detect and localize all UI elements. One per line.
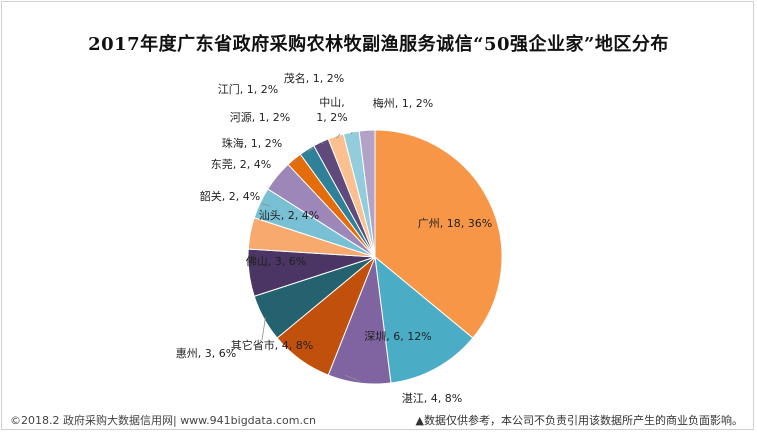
data-label-10: 珠海, 1, 2% <box>222 136 282 150</box>
data-label-12: 江门, 1, 2% <box>218 82 278 96</box>
data-label-5: 惠州, 3, 6% <box>176 346 236 360</box>
data-label-9: 东莞, 2, 4% <box>211 158 271 171</box>
data-label-2: 深圳, 6, 12% <box>364 330 431 343</box>
data-label-15: 梅州, 1, 2% <box>373 96 433 110</box>
data-label-6: 佛山, 3, 6% <box>246 255 306 268</box>
data-label-13: 茂名, 1, 2% <box>284 71 344 85</box>
data-label-11: 河源, 1, 2% <box>230 110 290 124</box>
leader-line-5 <box>262 317 266 340</box>
data-label-1: 广州, 18, 36% <box>418 217 492 230</box>
footer-copyright: ©2018.2 政府采购大数据信用网| www.941bigdata.com.c… <box>10 412 316 428</box>
data-label-3: 湛江, 4, 8% <box>402 392 462 405</box>
data-label-14: 中山, 1, 2% <box>316 96 347 124</box>
footer-disclaimer: ▲数据仅供参考，本公司不负责引用该数据所产生的商业负面影响。 <box>416 412 743 428</box>
data-label-4: 其它省市, 4, 8% <box>231 338 313 352</box>
data-label-7: 汕头, 2, 4% <box>259 209 319 222</box>
data-label-8: 韶关, 2, 4% <box>200 189 260 203</box>
